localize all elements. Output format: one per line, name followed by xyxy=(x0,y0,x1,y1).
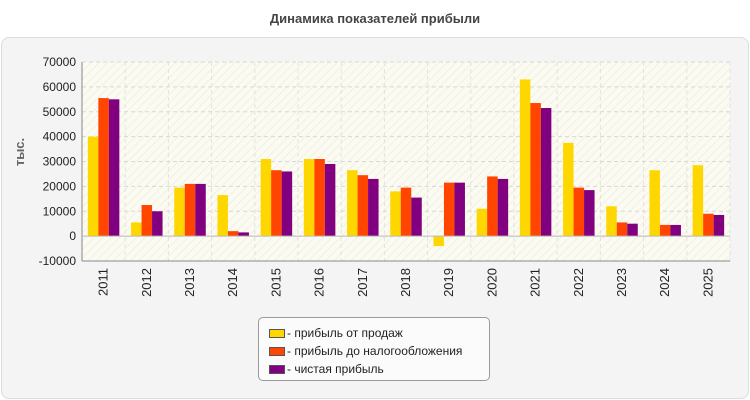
y-tick-label: 10000 xyxy=(43,204,77,218)
bar-2021-s1 xyxy=(519,79,531,237)
bar-2022-s2 xyxy=(573,187,585,237)
legend-label-net-profit: - чистая прибыль xyxy=(287,362,384,376)
bar-2020-s1 xyxy=(476,208,488,237)
bar-2015-s3 xyxy=(281,171,293,237)
legend-swatch-pretax-profit xyxy=(269,346,285,356)
bar-2016-s3 xyxy=(324,163,336,237)
bar-2018-s3 xyxy=(411,197,422,237)
bar-2017-s2 xyxy=(357,175,369,237)
bar-2025-s1 xyxy=(692,165,704,237)
x-tick-label: 2024 xyxy=(657,268,672,297)
bar-2011-s3 xyxy=(108,99,120,237)
x-tick-label: 2025 xyxy=(700,268,715,297)
bar-2022-s3 xyxy=(584,190,595,237)
y-tick-label: -10000 xyxy=(39,254,77,268)
y-tick-label: 60000 xyxy=(43,80,77,94)
x-tick-label: 2016 xyxy=(312,268,327,297)
x-tick-label: 2013 xyxy=(182,268,197,297)
legend-swatch-sales-profit xyxy=(269,328,285,338)
bar-2023-s3 xyxy=(627,223,638,237)
x-tick-label: 2017 xyxy=(355,268,370,297)
bar-2015-s1 xyxy=(260,159,272,237)
x-tick-label: 2012 xyxy=(139,268,154,297)
bar-2012-s1 xyxy=(131,222,142,237)
bar-2020-s2 xyxy=(487,176,498,237)
y-tick-label: 0 xyxy=(69,229,76,243)
y-tick-label: 50000 xyxy=(43,105,77,119)
bar-2017-s1 xyxy=(347,170,358,237)
bar-2018-s2 xyxy=(400,187,412,237)
x-tick-label: 2015 xyxy=(268,268,283,297)
x-tick-label: 2011 xyxy=(96,268,111,296)
x-tick-label: 2018 xyxy=(398,268,413,297)
bar-2024-s3 xyxy=(670,224,681,237)
bar-2013-s2 xyxy=(184,183,196,237)
bar-2014-s2 xyxy=(227,231,239,237)
bar-2012-s3 xyxy=(152,211,163,237)
bar-2013-s1 xyxy=(174,187,185,237)
bar-2016-s1 xyxy=(303,159,315,237)
chart-title: Динамика показателей прибыли xyxy=(269,11,481,26)
bar-2013-s3 xyxy=(195,183,206,237)
x-tick-label: 2014 xyxy=(225,268,240,297)
legend-item-net-profit: - чистая прибыль xyxy=(269,360,489,378)
legend-label-sales-profit: - прибыль от продаж xyxy=(287,326,403,340)
bar-2019-s3 xyxy=(454,182,465,237)
bar-2025-s3 xyxy=(713,214,725,237)
legend-label-pretax-profit: - прибыль до налогообложения xyxy=(287,344,463,358)
y-tick-label: 30000 xyxy=(43,155,77,169)
legend-swatch-net-profit xyxy=(269,364,285,374)
legend-item-sales-profit: - прибыль от продаж xyxy=(269,324,489,342)
bar-2016-s2 xyxy=(314,159,325,237)
bar-2019-s2 xyxy=(443,182,455,237)
x-tick-label: 2023 xyxy=(614,268,629,297)
y-axis-label: тыс. xyxy=(12,138,27,166)
y-tick-label: 40000 xyxy=(43,130,77,144)
bar-2022-s1 xyxy=(563,142,574,237)
bar-2012-s2 xyxy=(141,205,153,237)
y-tick-label: 20000 xyxy=(43,179,77,193)
bar-2021-s3 xyxy=(540,108,552,237)
x-tick-label: 2019 xyxy=(441,268,456,297)
chart-legend: - прибыль от продаж - прибыль до налогоо… xyxy=(258,317,490,381)
bar-2020-s3 xyxy=(497,178,509,237)
y-tick-label: 70000 xyxy=(43,55,77,69)
bar-2021-s2 xyxy=(530,103,541,237)
bar-2019-s1 xyxy=(433,236,444,247)
x-tick-label: 2020 xyxy=(484,268,499,297)
bar-2025-s2 xyxy=(703,213,714,237)
x-tick-label: 2021 xyxy=(528,268,543,297)
bar-2015-s2 xyxy=(271,170,282,237)
x-tick-label: 2022 xyxy=(571,268,586,297)
bar-2024-s2 xyxy=(659,224,671,237)
bar-2011-s1 xyxy=(87,136,99,237)
bar-2023-s1 xyxy=(606,206,617,237)
bar-2014-s3 xyxy=(238,232,249,237)
bar-2014-s1 xyxy=(217,195,228,237)
bar-2024-s1 xyxy=(649,170,660,237)
legend-item-pretax-profit: - прибыль до налогообложения xyxy=(269,342,489,360)
bar-2011-s2 xyxy=(98,98,109,237)
bar-2018-s1 xyxy=(390,191,401,237)
bar-2017-s3 xyxy=(368,178,379,237)
bar-2023-s2 xyxy=(616,222,628,237)
